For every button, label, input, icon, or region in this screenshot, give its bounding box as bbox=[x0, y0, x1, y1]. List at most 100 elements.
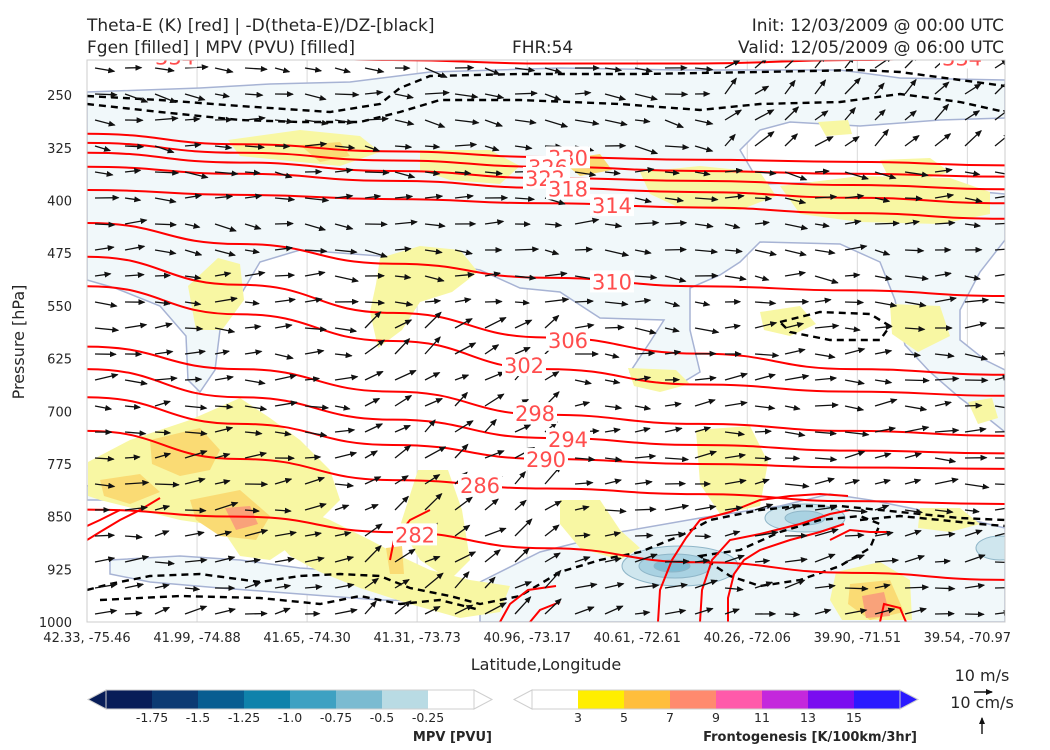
wind-vector bbox=[424, 248, 443, 255]
wind-vector bbox=[244, 65, 268, 72]
wind-vector bbox=[904, 275, 929, 282]
wind-vector bbox=[274, 373, 297, 381]
wind-vector bbox=[94, 301, 118, 308]
wind-vector bbox=[514, 518, 533, 537]
wind-vector bbox=[784, 106, 800, 121]
y-tick-label: 1000 bbox=[39, 616, 72, 631]
wind-vector bbox=[424, 311, 442, 329]
wind-vector bbox=[574, 171, 597, 178]
wind-vector bbox=[634, 553, 658, 563]
wind-vector bbox=[934, 103, 950, 121]
wind-vector bbox=[514, 66, 536, 73]
wind-vector bbox=[574, 505, 590, 512]
y-tick-label: 550 bbox=[47, 300, 72, 315]
wind-vector bbox=[154, 322, 173, 329]
wind-vector bbox=[334, 607, 358, 615]
wind-vector bbox=[334, 451, 358, 459]
wind-vector bbox=[964, 321, 988, 329]
wind-vector bbox=[814, 168, 830, 175]
wind-vector bbox=[874, 275, 893, 282]
wind-vector bbox=[334, 504, 350, 511]
wind-vector bbox=[844, 219, 862, 226]
contour-label-bg bbox=[513, 402, 557, 425]
x-tick-label: 41.99, -74.88 bbox=[153, 631, 240, 646]
wind-vector bbox=[154, 606, 171, 615]
wind-vector bbox=[214, 479, 231, 485]
wind-vector bbox=[754, 109, 775, 121]
wind-vector bbox=[94, 582, 118, 589]
wind-vector bbox=[94, 119, 116, 127]
valid-time: Valid: 12/05/2009 @ 06:00 UTC bbox=[738, 38, 1004, 58]
wind-vector bbox=[244, 324, 262, 331]
wind-vector bbox=[544, 296, 570, 303]
theta-e-contour bbox=[87, 188, 1005, 220]
wind-vector bbox=[934, 477, 959, 485]
wind-vector bbox=[784, 556, 808, 563]
wind-vector bbox=[304, 584, 323, 591]
wind-vector bbox=[364, 450, 378, 459]
contour-label-bg bbox=[940, 60, 984, 69]
wind-vector bbox=[514, 596, 532, 615]
wind-vector bbox=[994, 609, 1005, 616]
wind-vector bbox=[514, 90, 538, 97]
theta-e-contour bbox=[87, 508, 1005, 581]
wind-vector bbox=[514, 499, 527, 511]
wind-vector bbox=[154, 400, 171, 407]
wind-vector bbox=[334, 167, 354, 174]
wind-vector bbox=[244, 223, 262, 230]
wind-vector bbox=[664, 169, 680, 176]
wind-vector bbox=[874, 607, 896, 615]
wind-vector bbox=[214, 223, 237, 232]
wind-vector bbox=[424, 143, 441, 150]
wind-vector bbox=[904, 325, 926, 332]
wind-vector bbox=[514, 274, 537, 281]
wind-vector bbox=[784, 60, 795, 69]
theta-e-label: 334 bbox=[155, 45, 195, 69]
wind-vector bbox=[664, 196, 685, 203]
wind-vector bbox=[844, 508, 868, 515]
colorbar-swatch bbox=[670, 690, 717, 709]
wind-vector bbox=[484, 371, 506, 381]
wind-vector bbox=[274, 507, 292, 514]
wind-vector bbox=[184, 450, 208, 459]
wind-vector bbox=[184, 116, 201, 123]
wind-vector bbox=[574, 582, 598, 589]
wind-vector bbox=[304, 223, 327, 232]
x-tick-label: 42.33, -75.46 bbox=[43, 631, 130, 646]
wind-vector bbox=[304, 476, 326, 485]
wind-vector bbox=[574, 400, 591, 407]
wind-vector bbox=[484, 298, 503, 305]
colorbar-swatch bbox=[382, 690, 429, 709]
wind-vector bbox=[604, 119, 628, 127]
colorbar-tick-label: 15 bbox=[846, 710, 862, 725]
wind-vector bbox=[844, 244, 868, 251]
x-tick-label: 40.26, -72.06 bbox=[704, 631, 791, 646]
wind-vector bbox=[604, 478, 622, 485]
wind-vector bbox=[124, 610, 143, 617]
wind-vector bbox=[484, 549, 501, 563]
wind-vector bbox=[724, 452, 747, 459]
wind-vector bbox=[154, 221, 177, 228]
wind-vector bbox=[184, 142, 202, 149]
wind-vector bbox=[184, 325, 204, 332]
wind-vector bbox=[244, 270, 266, 277]
wind-vector bbox=[184, 93, 206, 101]
theta-e-label: 306 bbox=[548, 329, 588, 353]
wind-vector bbox=[814, 275, 839, 284]
wind-vector bbox=[844, 326, 861, 333]
y-axis-label: Pressure [hPa] bbox=[9, 285, 28, 400]
wind-vector bbox=[844, 554, 866, 563]
wind-vector bbox=[274, 607, 291, 615]
wind-vector bbox=[814, 79, 827, 95]
wind-vector bbox=[364, 523, 383, 537]
wind-vector bbox=[874, 128, 889, 147]
wind-vector bbox=[694, 426, 712, 433]
wind-vector bbox=[574, 119, 600, 126]
wind-vector bbox=[724, 608, 740, 615]
wind-vector bbox=[724, 400, 748, 407]
wind-vector bbox=[844, 171, 869, 180]
wind-vector bbox=[394, 475, 409, 485]
wind-vector bbox=[994, 83, 1005, 95]
wind-vector bbox=[694, 327, 720, 335]
plot-frame bbox=[86, 59, 1006, 623]
